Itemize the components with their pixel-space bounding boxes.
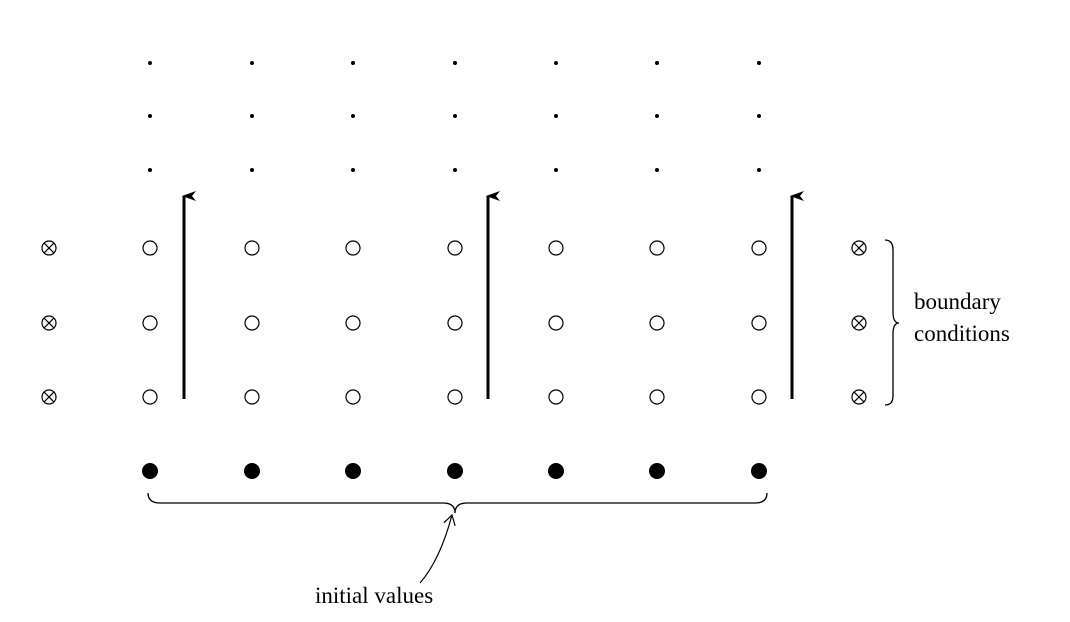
filled-node: [345, 463, 361, 479]
dot: [655, 168, 659, 172]
filled-node: [751, 463, 767, 479]
open-node: [142, 240, 158, 256]
open-node: [447, 389, 463, 405]
filled-node: [548, 463, 564, 479]
boundary-cross: [853, 317, 865, 329]
dot: [250, 168, 254, 172]
boundary-node: [851, 315, 867, 331]
dot: [148, 61, 152, 65]
open-node: [649, 315, 665, 331]
open-node: [751, 240, 767, 256]
boundary-node: [41, 389, 57, 405]
pointer-arrow: [419, 515, 452, 584]
dot: [351, 61, 355, 65]
boundary-cross: [853, 391, 865, 403]
dot: [148, 168, 152, 172]
dot: [757, 114, 761, 118]
dot: [351, 114, 355, 118]
open-node: [548, 240, 564, 256]
dot: [554, 61, 558, 65]
initial-values-label: initial values: [315, 583, 433, 608]
boundary-cross: [853, 242, 865, 254]
dot: [554, 168, 558, 172]
dot: [351, 168, 355, 172]
open-node: [142, 389, 158, 405]
boundary-label: boundary: [914, 289, 1001, 314]
filled-node: [649, 463, 665, 479]
dot: [655, 61, 659, 65]
boundary-cross: [43, 242, 55, 254]
boundary-cross: [43, 391, 55, 403]
dot: [250, 114, 254, 118]
filled-node: [447, 463, 463, 479]
dot: [655, 114, 659, 118]
boundary-node: [851, 240, 867, 256]
dot: [757, 61, 761, 65]
open-node: [244, 240, 260, 256]
dot: [554, 114, 558, 118]
right-brace: [884, 239, 900, 406]
open-node: [447, 240, 463, 256]
open-node: [345, 315, 361, 331]
dot: [148, 114, 152, 118]
open-node: [142, 315, 158, 331]
dot: [453, 168, 457, 172]
open-node: [751, 389, 767, 405]
filled-node: [244, 463, 260, 479]
open-node: [345, 389, 361, 405]
boundary-node: [41, 315, 57, 331]
grid-points: [41, 61, 867, 479]
bottom-brace: [147, 492, 768, 514]
open-node: [548, 389, 564, 405]
open-node: [649, 389, 665, 405]
boundary-label: conditions: [914, 321, 1010, 346]
dot: [250, 61, 254, 65]
boundary-node: [41, 240, 57, 256]
open-node: [447, 315, 463, 331]
boundary-node: [851, 389, 867, 405]
open-node: [649, 240, 665, 256]
dot: [453, 114, 457, 118]
dot: [757, 168, 761, 172]
dot: [453, 61, 457, 65]
open-node: [244, 315, 260, 331]
open-node: [548, 315, 564, 331]
open-node: [345, 240, 361, 256]
filled-node: [142, 463, 158, 479]
open-node: [244, 389, 260, 405]
open-node: [751, 315, 767, 331]
boundary-cross: [43, 317, 55, 329]
